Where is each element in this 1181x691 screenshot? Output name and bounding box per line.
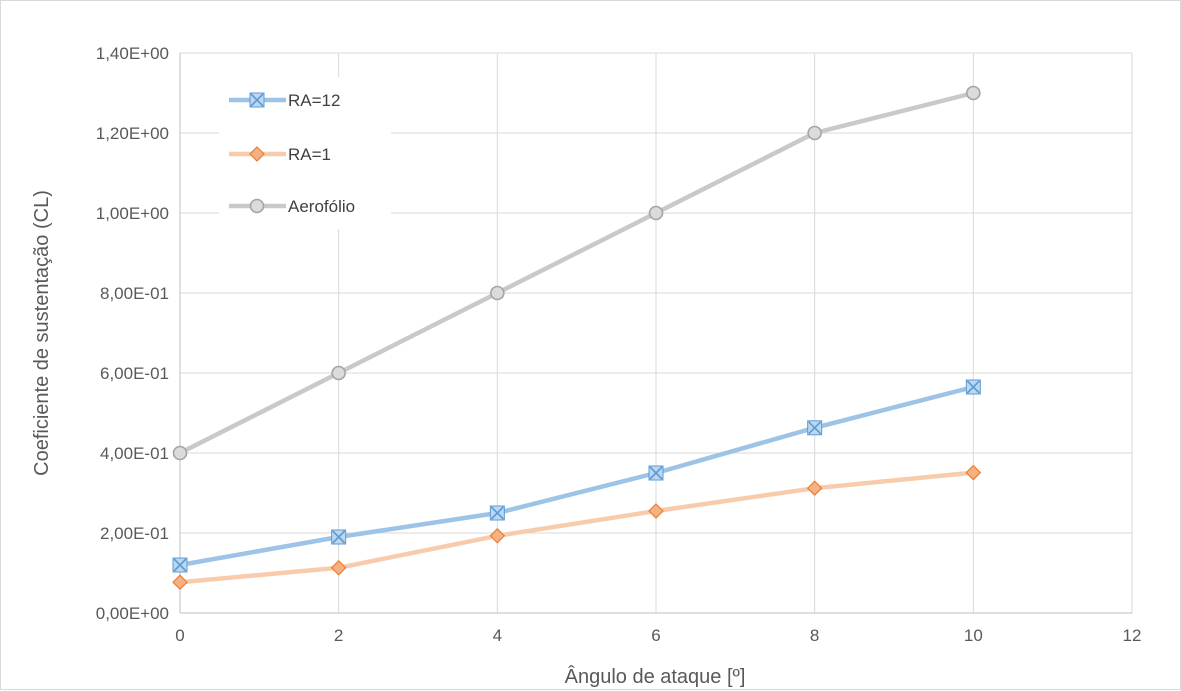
data-point [172, 445, 188, 461]
data-point [489, 527, 506, 544]
x-tick-label: 2 [334, 626, 343, 645]
marker-circle [966, 85, 981, 101]
y-tick-labels: 0,00E+00 2,00E-01 4,00E-01 6,00E-01 8,00E-01… [96, 44, 169, 623]
legend-marker [249, 146, 265, 162]
axes [179, 53, 1132, 614]
x-tick-labels: 0 2 4 6 8 10 12 [175, 626, 1141, 645]
x-tick-label: 12 [1123, 626, 1142, 645]
legend-label: RA=12 [288, 91, 340, 110]
marker-cross [966, 380, 980, 394]
marker-cross [173, 558, 187, 572]
data-point [965, 464, 982, 481]
data-point [965, 379, 981, 395]
marker-circle [249, 198, 265, 214]
y-tick-label: 0,00E+00 [96, 604, 169, 623]
marker-cross [250, 93, 264, 107]
data-point [331, 365, 346, 381]
marker-diamond [330, 559, 347, 576]
data-point [807, 125, 822, 141]
x-tick-label: 10 [964, 626, 983, 645]
x-tick-label: 8 [810, 626, 819, 645]
marker-diamond [648, 503, 664, 519]
series [172, 85, 982, 591]
x-axis-title: Ângulo de ataque [º] [565, 665, 746, 688]
series-0 [172, 379, 981, 573]
data-point [806, 480, 823, 497]
series-1 [172, 464, 982, 591]
y-tick-label: 4,00E-01 [100, 444, 169, 463]
data-point [489, 505, 505, 521]
y-tick-label: 8,00E-01 [100, 284, 169, 303]
data-point [807, 420, 823, 436]
legend-item: RA=12 [229, 91, 340, 110]
marker-cross [649, 466, 663, 480]
data-point [966, 85, 981, 101]
y-tick-label: 2,00E-01 [100, 524, 169, 543]
legend-item: Aerofólio [229, 197, 355, 216]
x-tick-label: 4 [493, 626, 502, 645]
y-tick-label: 6,00E-01 [100, 364, 169, 383]
legend-item: RA=1 [229, 145, 331, 164]
y-tick-label: 1,40E+00 [96, 44, 169, 63]
legend-label: RA=1 [288, 145, 331, 164]
legend-marker [249, 92, 265, 108]
series-line [177, 90, 976, 456]
marker-diamond [489, 527, 506, 544]
y-tick-label: 1,20E+00 [96, 124, 169, 143]
data-point [490, 285, 505, 301]
marker-cross [490, 506, 504, 520]
marker-circle [807, 125, 822, 141]
x-tick-label: 6 [651, 626, 660, 645]
marker-circle [331, 365, 346, 381]
legend: RA=12 RA=1 Aerofólio [229, 91, 355, 216]
series-line [177, 384, 976, 568]
series-2 [172, 85, 981, 461]
data-point [648, 503, 664, 519]
x-tick-label: 0 [175, 626, 184, 645]
marker-diamond [806, 480, 823, 497]
legend-label: Aerofólio [288, 197, 355, 216]
data-point [330, 559, 347, 576]
data-point [648, 205, 664, 221]
marker-cross [332, 530, 346, 544]
marker-cross [808, 421, 822, 435]
data-point [172, 557, 188, 573]
data-point [331, 529, 347, 545]
marker-circle [648, 205, 664, 221]
data-point [172, 574, 188, 591]
marker-circle [172, 445, 188, 461]
legend-marker [249, 198, 265, 214]
marker-diamond [172, 574, 188, 591]
marker-circle [490, 285, 505, 301]
marker-diamond [965, 464, 982, 481]
data-point [648, 465, 664, 481]
marker-diamond [249, 146, 265, 162]
y-axis-title: Coeficiente de sustentação (CL) [31, 190, 53, 476]
series-line [177, 470, 976, 585]
y-tick-label: 1,00E+00 [96, 204, 169, 223]
